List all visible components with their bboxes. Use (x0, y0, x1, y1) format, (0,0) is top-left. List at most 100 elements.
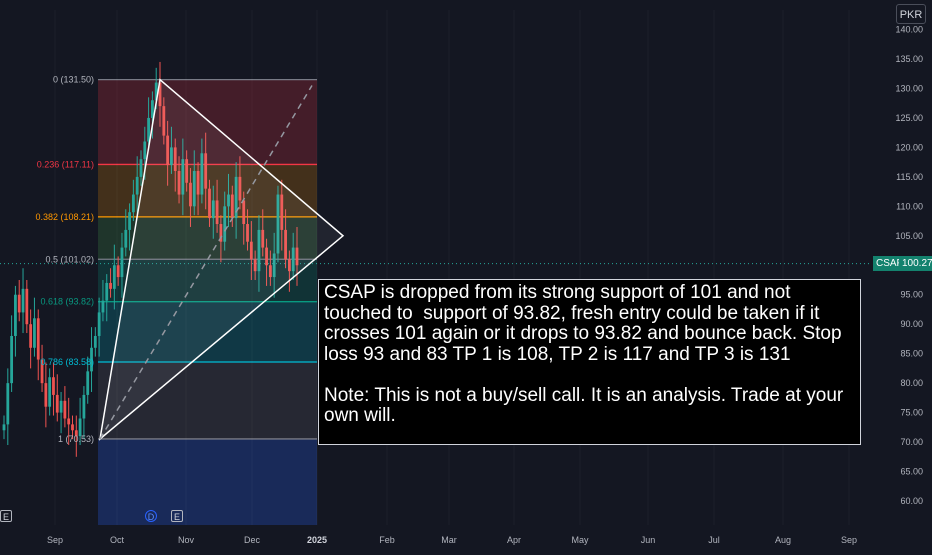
candle-30 (116, 256, 120, 286)
note-paragraph-2: Note: This is not a buy/sell call. It is… (324, 384, 849, 426)
candle-body-61 (234, 176, 238, 219)
candle-22 (86, 356, 90, 404)
candle-body-71 (272, 253, 276, 278)
candle-body-55 (211, 200, 215, 219)
fib-band-0 (98, 79, 317, 165)
candle-55 (211, 185, 215, 239)
candle-47 (181, 138, 185, 216)
candle-body-49 (189, 182, 192, 207)
y-tick-12: 75.00 (900, 408, 923, 418)
candle-body-18 (71, 424, 74, 431)
candle-body-11 (44, 383, 48, 407)
candle-59 (227, 173, 230, 227)
candle-58 (223, 191, 227, 251)
x-tick-6: Mar (441, 535, 457, 545)
fib-band-4 (98, 301, 317, 363)
price-axis: 140.00 135.00 130.00 125.00 120.00 115.00 110.… (872, 0, 932, 550)
candle-body-68 (261, 229, 265, 248)
candle-52 (200, 138, 204, 204)
candle-body-21 (82, 394, 86, 419)
y-tick-6: 110.00 (896, 201, 923, 211)
candle-44 (170, 126, 173, 174)
candle-body-48 (185, 159, 189, 183)
candle-23 (90, 327, 93, 392)
candle-29 (112, 244, 116, 310)
candle-body-52 (200, 153, 204, 195)
candle-53 (204, 132, 208, 210)
candle-body-64 (246, 224, 249, 242)
candle-8 (33, 297, 36, 357)
fib-label-6: 1 (70.53) (58, 434, 94, 444)
candle-body-47 (181, 159, 185, 195)
candle-31 (120, 232, 124, 298)
fib-band-5 (98, 362, 317, 439)
candle-50 (192, 150, 196, 216)
candle-69 (265, 238, 268, 286)
candle-42 (162, 97, 166, 145)
dividend-event-marker[interactable]: D (145, 510, 157, 522)
fib-label-2: 0.382 (108.21) (35, 212, 94, 222)
candle-body-31 (120, 247, 124, 278)
currency-button[interactable]: PKR (896, 4, 926, 24)
candle-10 (40, 344, 44, 392)
candle-body-6 (25, 288, 29, 325)
candles (2, 61, 299, 457)
candle-70 (268, 250, 272, 286)
candle-body-44 (170, 147, 173, 166)
candle-36 (139, 150, 143, 186)
candle-45 (173, 138, 177, 192)
candle-body-4 (17, 294, 21, 313)
candle-62 (238, 156, 242, 210)
candle-56 (215, 179, 219, 233)
candle-body-62 (238, 176, 242, 201)
drawings (98, 78, 345, 441)
fib-labels: 0 (131.50) 0.236 (117.11) 0.382 (108.21) 0.… (35, 75, 94, 444)
fib-label-0: 0 (131.50) (53, 75, 94, 85)
candle-68 (261, 209, 265, 257)
last-price-tag: 100.27 (899, 256, 932, 271)
earnings-event-marker[interactable]: E (0, 510, 12, 522)
candle-body-42 (162, 106, 166, 136)
candle-body-34 (131, 194, 135, 213)
x-tick-5: Feb (379, 535, 395, 545)
candle-body-46 (177, 170, 181, 195)
candle-51 (196, 162, 200, 216)
candle-75 (287, 250, 291, 292)
candle-76 (291, 232, 295, 280)
candle-body-56 (215, 200, 219, 225)
earnings-event-marker-2[interactable]: E (171, 510, 183, 522)
candle-body-57 (219, 224, 223, 242)
candle-body-17 (67, 418, 71, 425)
triangle-pattern (98, 78, 345, 441)
candle-5 (21, 268, 25, 334)
candle-21 (82, 386, 86, 440)
y-tick-2: 130.00 (895, 83, 923, 93)
x-tick-1: Oct (110, 535, 125, 545)
candle-16 (63, 386, 67, 428)
fib-bands (0, 78, 870, 525)
y-tick-7: 105.00 (895, 231, 923, 241)
candle-12 (48, 368, 52, 416)
candle-13 (52, 362, 55, 416)
x-tick-0: Sep (47, 535, 63, 545)
candle-65 (249, 221, 253, 280)
candle-26 (101, 280, 105, 322)
candle-body-50 (192, 170, 196, 207)
trend-dashed-line (99, 85, 313, 440)
candle-body-24 (93, 335, 97, 348)
y-tick-1: 135.00 (895, 54, 923, 64)
candle-body-43 (166, 135, 170, 166)
candle-74 (284, 209, 287, 269)
candle-11 (44, 362, 48, 428)
candle-41 (158, 61, 162, 127)
candle-67 (257, 215, 261, 292)
candle-25 (97, 297, 101, 357)
candle-body-70 (268, 265, 272, 278)
candle-body-10 (40, 359, 44, 384)
x-tick-3: Dec (244, 535, 261, 545)
candle-body-3 (14, 294, 17, 336)
candle-33 (128, 203, 131, 251)
candle-body-19 (74, 430, 78, 437)
